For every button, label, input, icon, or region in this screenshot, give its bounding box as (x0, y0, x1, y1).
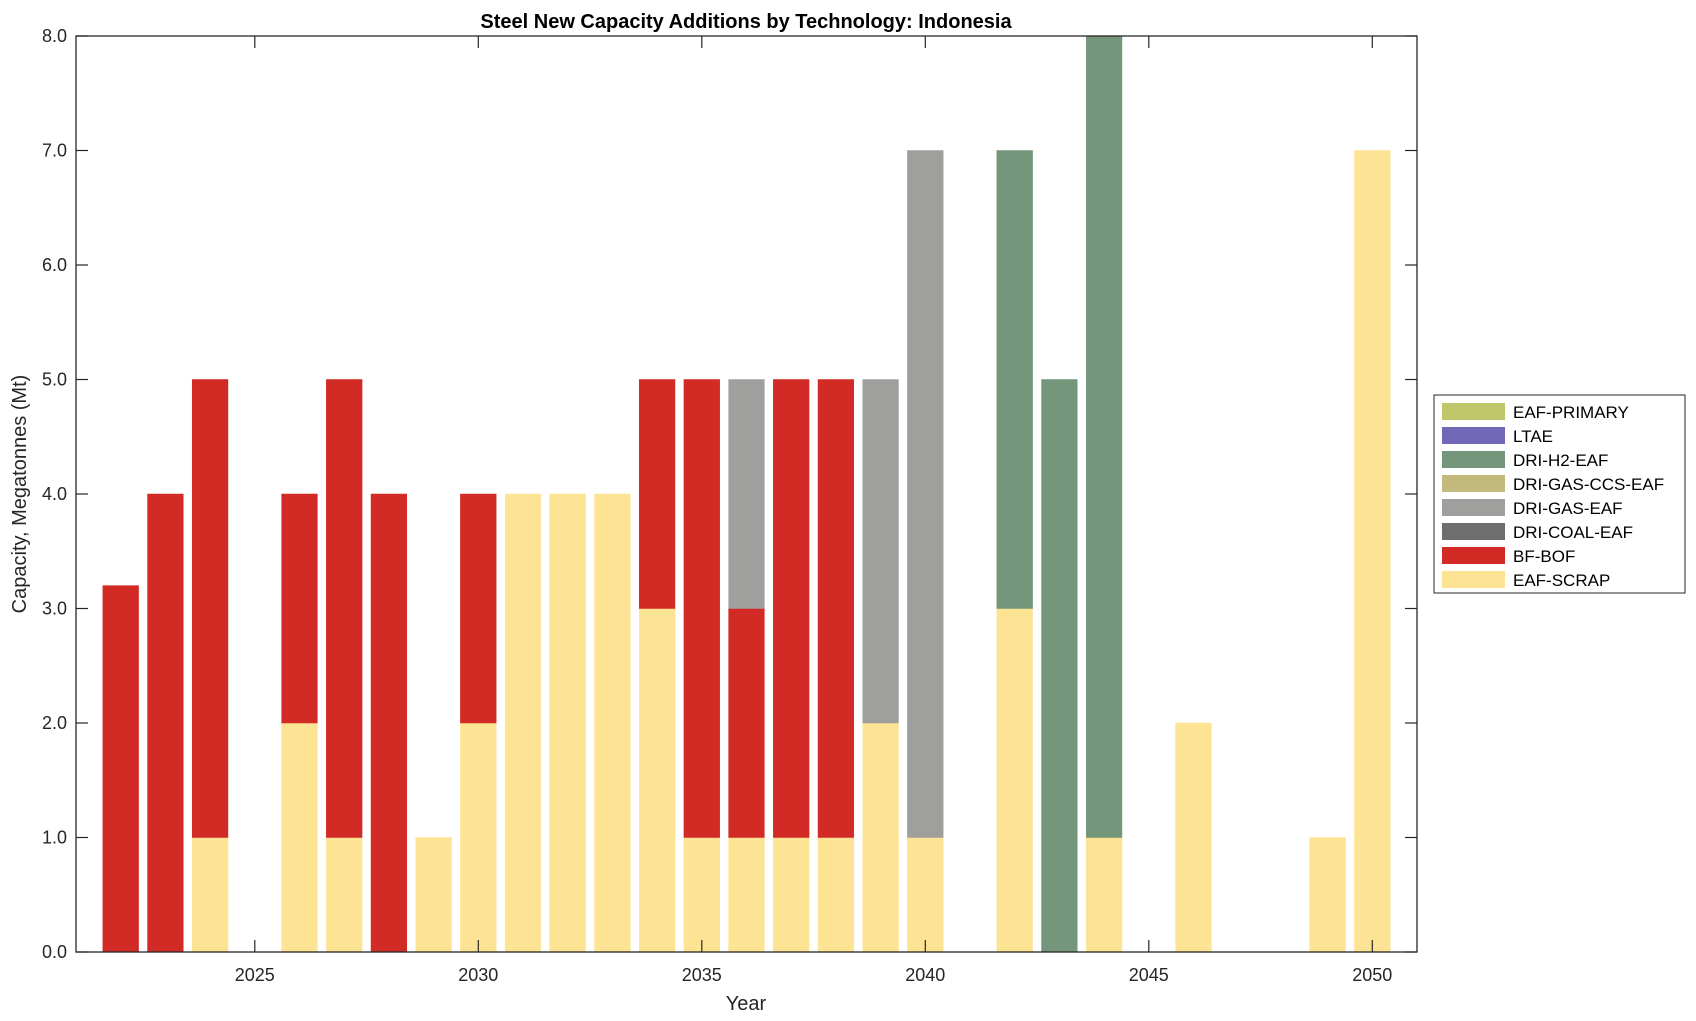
x-tick-label: 2040 (905, 965, 945, 985)
legend-label: DRI-H2-EAF (1513, 451, 1608, 470)
bar-segment-2040-eaf-scrap (907, 837, 944, 953)
legend-swatch (1442, 499, 1505, 516)
legend-label: DRI-GAS-EAF (1513, 499, 1623, 518)
x-tick-label: 2025 (235, 965, 275, 985)
bar-segment-2042-eaf-scrap (996, 608, 1033, 953)
chart-title: Steel New Capacity Additions by Technolo… (480, 11, 1012, 33)
x-tick-label: 2050 (1352, 965, 1392, 985)
bar-segment-2037-eaf-scrap (773, 837, 810, 953)
bar-segment-2027-eaf-scrap (326, 837, 363, 953)
legend-swatch (1442, 523, 1505, 540)
legend-swatch (1442, 427, 1505, 444)
bar-segment-2030-eaf-scrap (460, 722, 497, 953)
x-tick-label: 2045 (1129, 965, 1169, 985)
y-tick-label: 6.0 (42, 255, 67, 275)
bar-segment-2039-eaf-scrap (862, 722, 899, 953)
bar-segment-2024-eaf-scrap (191, 837, 229, 953)
legend-label: LTAE (1513, 427, 1553, 446)
legend-items: EAF-PRIMARY LTAE DRI-H2-EAF DRI-GAS-CCS-EAF… (1442, 403, 1664, 590)
legend-label: DRI-COAL-EAF (1513, 523, 1633, 542)
legend-swatch (1442, 403, 1505, 420)
bar-segment-2023-bf-bof (147, 493, 184, 953)
bar-segment-2035-eaf-scrap (683, 837, 720, 953)
x-axis-ticks: 2025 2030 2035 2040 2045 2050 (235, 36, 1392, 985)
bar-segment-2044-dri-h2-eaf (1085, 35, 1123, 838)
legend-label: DRI-GAS-CCS-EAF (1513, 475, 1664, 494)
y-tick-label: 4.0 (42, 484, 67, 504)
bar-segment-2036-eaf-scrap (728, 837, 765, 953)
y-tick-label: 2.0 (42, 713, 67, 733)
x-tick-label: 2035 (682, 965, 722, 985)
y-tick-label: 0.0 (42, 942, 67, 962)
y-tick-label: 7.0 (42, 141, 67, 161)
bar-segment-2030-bf-bof (460, 493, 497, 724)
legend-swatch (1442, 451, 1505, 468)
bar-segment-2028-bf-bof (370, 493, 408, 953)
legend-swatch (1442, 547, 1505, 564)
bar-segment-2038-bf-bof (817, 379, 855, 838)
y-tick-label: 1.0 (42, 828, 67, 848)
bar-segment-2029-eaf-scrap (415, 837, 452, 953)
bar-segment-2044-eaf-scrap (1085, 837, 1123, 953)
bar-segment-2032-eaf-scrap (549, 493, 586, 953)
legend: EAF-PRIMARY LTAE DRI-H2-EAF DRI-GAS-CCS-EAF… (1433, 394, 1686, 594)
bar-segment-2038-eaf-scrap (817, 837, 855, 953)
legend-item-dri-coal-eaf: DRI-COAL-EAF (1442, 523, 1633, 542)
legend-item-dri-gas-eaf: DRI-GAS-EAF (1442, 499, 1623, 518)
bar-segment-2024-bf-bof (191, 379, 229, 838)
x-axis-title: Year (726, 993, 767, 1015)
bar-segment-2035-bf-bof (683, 379, 720, 838)
legend-item-dri-h2-eaf: DRI-H2-EAF (1442, 451, 1608, 470)
bar-segment-2050-eaf-scrap (1354, 150, 1391, 953)
bar-segment-2034-bf-bof (638, 379, 676, 609)
legend-item-eaf-primary: EAF-PRIMARY (1442, 403, 1629, 422)
legend-swatch (1442, 571, 1505, 588)
legend-label: BF-BOF (1513, 547, 1575, 566)
y-tick-label: 5.0 (42, 370, 67, 390)
y-axis-title: Capacity, Megatonnes (Mt) (9, 375, 31, 614)
bar-segment-2046-eaf-scrap (1175, 722, 1212, 953)
legend-item-ltae: LTAE (1442, 427, 1553, 446)
bar-segment-2043-dri-h2-eaf (1041, 379, 1078, 953)
legend-item-eaf-scrap: EAF-SCRAP (1442, 571, 1610, 590)
bar-segment-2040-dri-gas-eaf (907, 150, 944, 838)
bar-segment-2031-eaf-scrap (504, 493, 542, 953)
bar-segment-2026-bf-bof (281, 493, 318, 724)
y-tick-label: 8.0 (42, 26, 67, 46)
y-axis-ticks: 0.0 1.0 2.0 3.0 4.0 5.0 6.0 7.0 8.0 (42, 26, 1417, 962)
bar-segment-2042-dri-h2-eaf (996, 150, 1033, 609)
legend-item-bf-bof: BF-BOF (1442, 547, 1575, 566)
bar-segment-2027-bf-bof (326, 379, 363, 838)
bar-segment-2026-eaf-scrap (281, 722, 318, 953)
legend-label: EAF-PRIMARY (1513, 403, 1629, 422)
bar-segment-2036-dri-gas-eaf (728, 379, 765, 609)
y-tick-label: 3.0 (42, 599, 67, 619)
x-tick-label: 2030 (458, 965, 498, 985)
bar-segment-2039-dri-gas-eaf (862, 379, 899, 724)
legend-swatch (1442, 475, 1505, 492)
bar-segment-2034-eaf-scrap (638, 608, 676, 953)
bar-segment-2037-bf-bof (773, 379, 810, 838)
bar-segment-2049-eaf-scrap (1309, 837, 1346, 953)
legend-item-dri-gas-ccs-eaf: DRI-GAS-CCS-EAF (1442, 475, 1664, 494)
legend-label: EAF-SCRAP (1513, 571, 1610, 590)
bar-segment-2022-bf-bof (102, 585, 139, 953)
bar-segment-2036-bf-bof (728, 608, 765, 838)
bars-layer (102, 35, 1391, 953)
bar-segment-2033-eaf-scrap (594, 493, 631, 953)
